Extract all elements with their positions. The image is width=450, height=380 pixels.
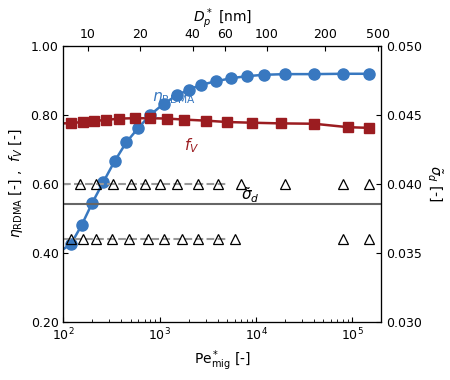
Y-axis label: $\tilde{\sigma}_d$ [-]: $\tilde{\sigma}_d$ [-]	[426, 165, 443, 202]
Text: $f_V$: $f_V$	[184, 137, 199, 155]
Y-axis label: $\eta_\mathrm{RDMA}$ [-] ,  $f_V$ [-]: $\eta_\mathrm{RDMA}$ [-] , $f_V$ [-]	[7, 129, 25, 238]
X-axis label: Pe$^*_\mathrm{mig}$ [-]: Pe$^*_\mathrm{mig}$ [-]	[194, 348, 251, 373]
Text: $\eta_\mathrm{RDMA}$: $\eta_\mathrm{RDMA}$	[153, 90, 196, 106]
Text: $\tilde{\sigma}_d$: $\tilde{\sigma}_d$	[242, 185, 260, 205]
X-axis label: $D^*_p$ [nm]: $D^*_p$ [nm]	[193, 7, 252, 32]
